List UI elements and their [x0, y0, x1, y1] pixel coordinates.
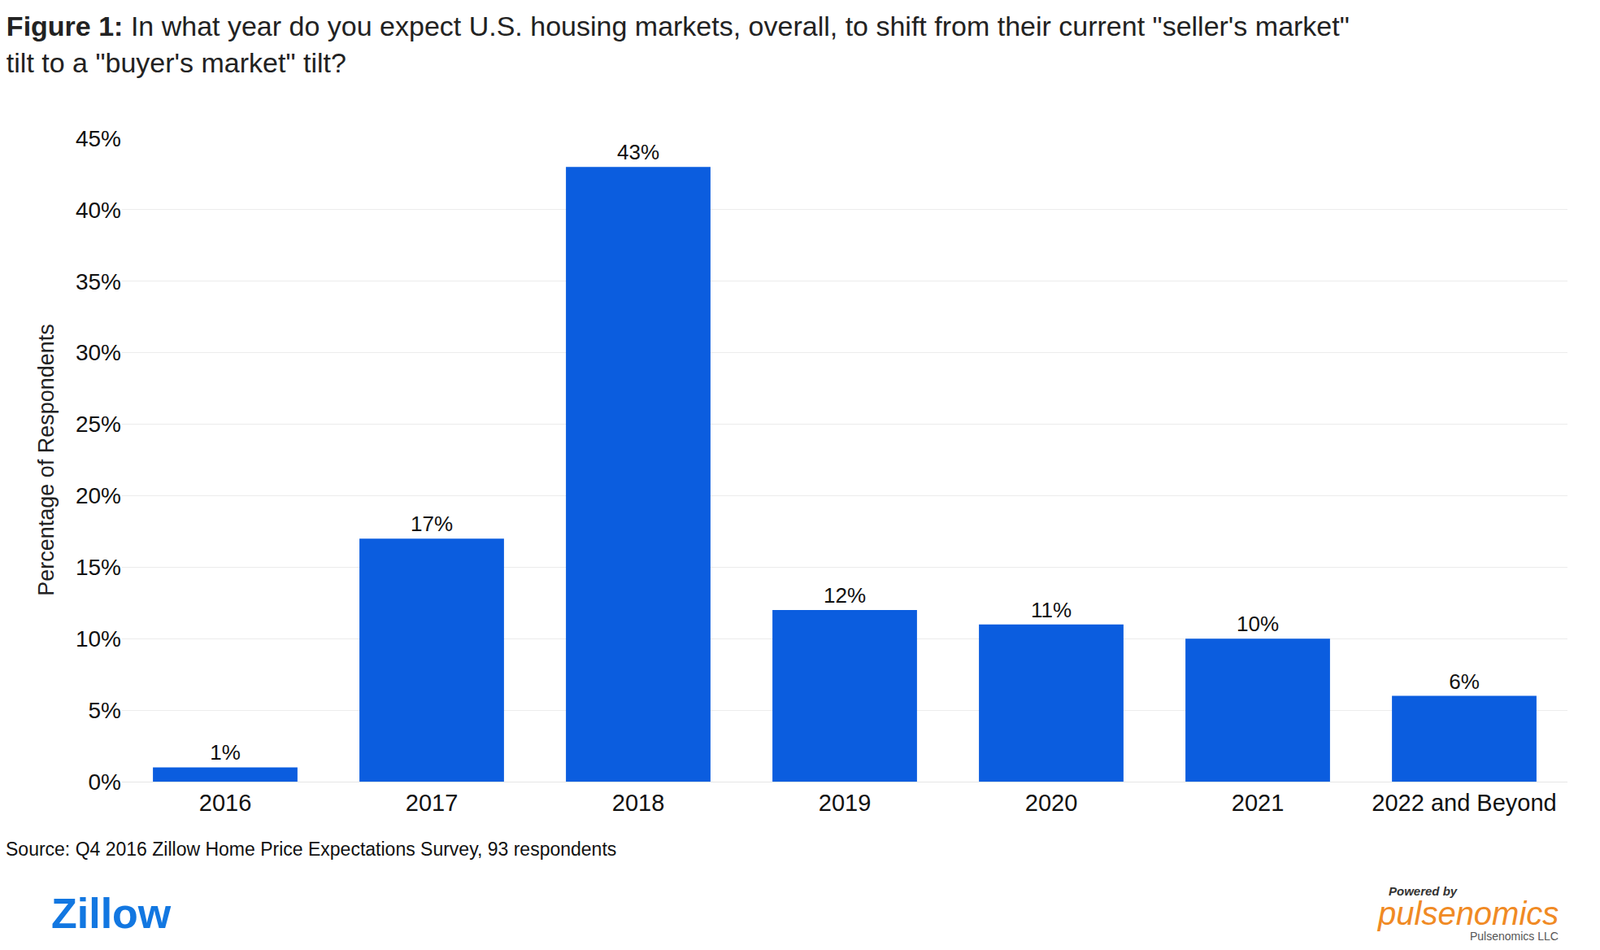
svg-text:10%: 10% [75, 626, 122, 652]
svg-text:20%: 20% [75, 482, 122, 509]
svg-text:2017: 2017 [405, 789, 459, 816]
svg-text:30%: 30% [75, 339, 122, 366]
svg-text:2020: 2020 [1025, 789, 1079, 816]
svg-text:11%: 11% [1030, 597, 1072, 622]
svg-text:35%: 35% [75, 269, 122, 295]
svg-text:Percentage of Respondents: Percentage of Respondents [34, 323, 59, 596]
svg-text:2018: 2018 [612, 789, 666, 816]
svg-text:15%: 15% [75, 554, 122, 580]
svg-text:40%: 40% [75, 197, 122, 223]
svg-text:Zillow: Zillow [51, 889, 172, 937]
svg-text:43%: 43% [617, 139, 660, 165]
svg-text:2021: 2021 [1231, 789, 1285, 816]
svg-text:0%: 0% [88, 769, 122, 795]
svg-text:Pulsenomics LLC: Pulsenomics LLC [1469, 929, 1559, 943]
svg-text:1%: 1% [209, 739, 241, 765]
svg-text:5%: 5% [88, 697, 122, 723]
svg-text:2016: 2016 [199, 789, 253, 816]
svg-text:25%: 25% [75, 411, 122, 437]
svg-text:17%: 17% [410, 511, 453, 536]
svg-text:45%: 45% [75, 126, 122, 152]
svg-text:2019: 2019 [818, 789, 872, 816]
svg-text:10%: 10% [1236, 611, 1279, 636]
svg-text:Figure 1: In what year do you: Figure 1: In what year do you expect U.S… [6, 10, 1350, 78]
svg-text:Powered by: Powered by [1388, 883, 1458, 898]
svg-text:pulsenomics: pulsenomics [1377, 895, 1559, 931]
svg-text:12%: 12% [823, 582, 866, 608]
svg-text:2022 and Beyond: 2022 and Beyond [1371, 789, 1557, 816]
svg-text:6%: 6% [1448, 669, 1480, 694]
svg-text:Source: Q4 2016 Zillow Home Pr: Source: Q4 2016 Zillow Home Price Expect… [5, 838, 617, 860]
